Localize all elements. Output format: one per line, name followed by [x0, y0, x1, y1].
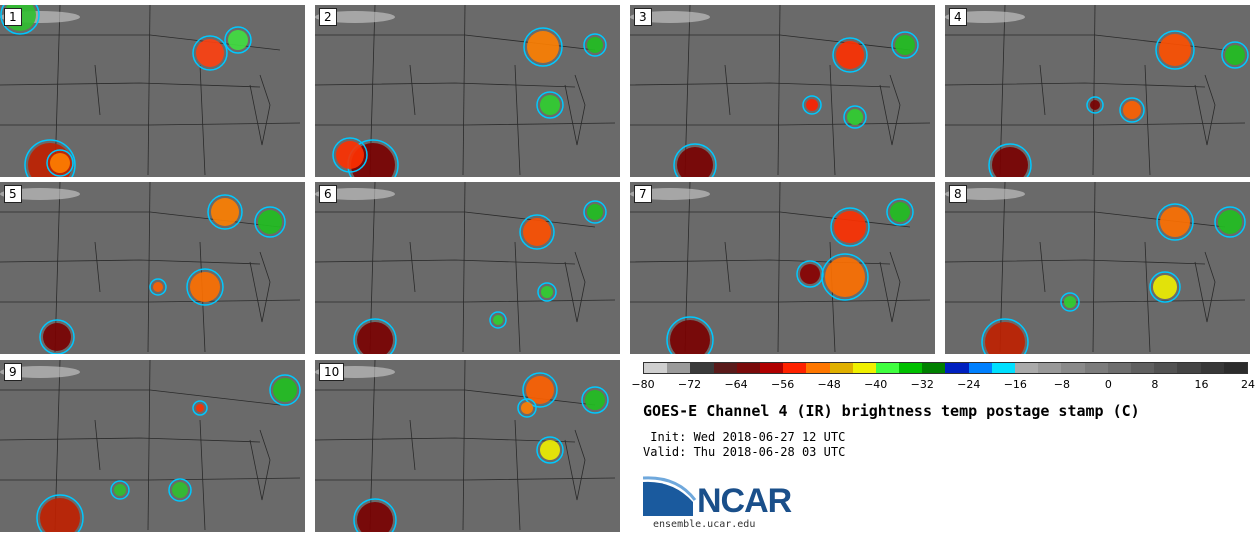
colorbar-tick-label: −56 — [771, 378, 795, 391]
colorbar-tick-label: −40 — [864, 378, 888, 391]
valid-time: Valid: Thu 2018-06-28 03 UTC — [643, 445, 846, 459]
satellite-imagery — [0, 360, 305, 532]
satellite-imagery — [945, 182, 1250, 354]
colorbar-tick-label: −24 — [957, 378, 981, 391]
panel-label: 3 — [634, 8, 652, 26]
colorbar-segment — [690, 363, 714, 373]
colorbar-tick-label: −64 — [724, 378, 748, 391]
colorbar-tick-label: 0 — [1104, 378, 1112, 391]
satellite-imagery — [315, 360, 620, 532]
map-panel-5: 5 — [0, 182, 305, 354]
colorbar-segment — [899, 363, 923, 373]
satellite-imagery — [630, 182, 935, 354]
colorbar-segment — [875, 363, 900, 373]
panel-label: 9 — [4, 363, 22, 381]
map-panel-3: 3 — [630, 5, 935, 177]
panel-label: 6 — [319, 185, 337, 203]
satellite-imagery — [0, 182, 305, 354]
colorbar-segment — [1061, 363, 1085, 373]
colorbar-tick-label: −8 — [1053, 378, 1070, 391]
colorbar — [643, 362, 1248, 374]
colorbar-segment — [1223, 363, 1247, 373]
map-panel-9: 9 — [0, 360, 305, 532]
colorbar-segment — [1015, 363, 1039, 373]
satellite-imagery — [630, 5, 935, 177]
colorbar-segment — [1154, 363, 1178, 373]
colorbar-segment — [1200, 363, 1224, 373]
colorbar-segment — [1107, 363, 1131, 373]
figure-title: GOES-E Channel 4 (IR) brightness temp po… — [643, 402, 1140, 420]
colorbar-segment — [736, 363, 760, 373]
site-url: ensemble.ucar.edu — [653, 519, 756, 530]
satellite-imagery — [315, 5, 620, 177]
colorbar-segment — [1177, 363, 1201, 373]
colorbar-tick-label: −16 — [1003, 378, 1027, 391]
panel-label: 4 — [949, 8, 967, 26]
map-panel-10: 10 — [315, 360, 620, 532]
colorbar-segment — [1084, 363, 1108, 373]
colorbar-segment — [759, 363, 784, 373]
colorbar-segment — [945, 363, 969, 373]
colorbar-segment — [1130, 363, 1155, 373]
colorbar-segment — [783, 363, 807, 373]
colorbar-segment — [991, 363, 1015, 373]
init-time: Init: Wed 2018-06-27 12 UTC — [643, 430, 846, 444]
map-panel-4: 4 — [945, 5, 1250, 177]
colorbar-tick-label: −72 — [677, 378, 702, 391]
colorbar-tick-label: 16 — [1194, 378, 1209, 391]
map-panel-6: 6 — [315, 182, 620, 354]
satellite-imagery — [945, 5, 1250, 177]
colorbar-segment — [968, 363, 992, 373]
colorbar-segment — [713, 363, 737, 373]
satellite-imagery — [0, 5, 305, 177]
map-panel-8: 8 — [945, 182, 1250, 354]
panel-label: 8 — [949, 185, 967, 203]
colorbar-tick-label: 8 — [1151, 378, 1159, 391]
colorbar-segment — [852, 363, 876, 373]
panel-label: 10 — [319, 363, 345, 381]
map-panel-1: 1 — [0, 5, 305, 177]
colorbar-segment — [667, 363, 691, 373]
colorbar-tick-label: −32 — [910, 378, 934, 391]
ncar-logo-icon — [643, 476, 697, 516]
panel-label: 7 — [634, 185, 652, 203]
panel-label: 1 — [4, 8, 22, 26]
colorbar-segment — [1038, 363, 1062, 373]
panel-label: 5 — [4, 185, 22, 203]
colorbar-segment — [644, 363, 668, 373]
colorbar-segment — [922, 363, 946, 373]
colorbar-segment — [806, 363, 830, 373]
colorbar-tick-label: 24 — [1241, 378, 1255, 391]
colorbar-segment — [829, 363, 853, 373]
panel-label: 2 — [319, 8, 337, 26]
colorbar-tick-label: −48 — [817, 378, 841, 391]
logo-text: NCAR — [697, 482, 792, 520]
satellite-imagery — [315, 182, 620, 354]
map-panel-7: 7 — [630, 182, 935, 354]
colorbar-ticks: −80−72−64−56−48−40−32−24−16−808162432 — [631, 378, 1255, 392]
colorbar-tick-label: −80 — [631, 378, 655, 391]
map-panel-2: 2 — [315, 5, 620, 177]
